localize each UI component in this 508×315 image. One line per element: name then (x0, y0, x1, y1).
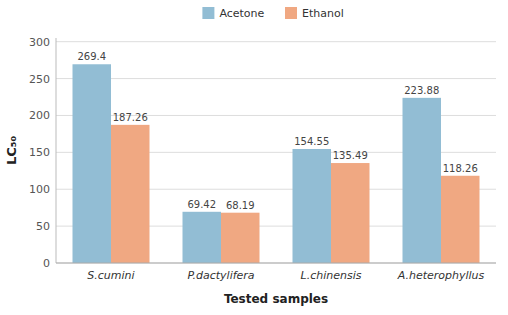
y-tick-label: 100 (29, 183, 50, 196)
data-label: 269.4 (77, 51, 106, 62)
x-axis-label: Tested samples (224, 292, 328, 306)
x-tick-label: P.dactylifera (187, 269, 254, 282)
bar (441, 176, 480, 263)
bar (183, 212, 222, 263)
legend-swatch (285, 7, 297, 19)
data-label: 154.55 (294, 136, 329, 147)
chart-svg: 0 50 100 150 200 250 300 269.4 69.42 154.55 223.88… (0, 0, 508, 315)
data-label: 135.49 (333, 150, 368, 161)
data-label: 223.88 (404, 85, 439, 96)
legend-label: Acetone (219, 7, 264, 20)
data-label: 187.26 (113, 112, 148, 123)
y-tick-label: 200 (29, 109, 50, 122)
legend-label: Ethanol (302, 7, 344, 20)
bar (293, 149, 332, 263)
y-tick-label: 150 (29, 146, 50, 159)
x-tick-label: L.chinensis (301, 269, 362, 282)
y-tick-label: 0 (43, 257, 50, 270)
data-label: 118.26 (443, 163, 478, 174)
grid-line (56, 41, 496, 42)
y-axis-line (56, 38, 57, 263)
y-tick-label: 300 (29, 36, 50, 49)
bars (73, 64, 480, 263)
y-tick-label: 50 (36, 220, 50, 233)
legend-swatch (202, 7, 214, 19)
y-axis-label: LC₅₀ (4, 136, 19, 166)
x-tick-label: A.heterophyllus (397, 269, 485, 282)
y-tick-label: 250 (29, 73, 50, 86)
bar (73, 64, 112, 263)
x-axis-line (56, 263, 496, 264)
bar (111, 125, 150, 263)
data-label: 68.19 (226, 200, 255, 211)
bar (403, 98, 442, 263)
chart-container: 0 50 100 150 200 250 300 269.4 69.42 154.55 223.88… (0, 0, 508, 315)
legend: Acetone Ethanol (202, 7, 343, 20)
bar (221, 213, 260, 263)
x-tick-label: S.cumini (87, 269, 134, 282)
grid-line (56, 263, 496, 264)
grid (56, 42, 496, 263)
data-labels: 269.4 69.42 154.55 223.88 187.26 68.19 135.49 1… (77, 51, 477, 210)
grid-line (56, 78, 496, 79)
data-label: 69.42 (187, 199, 216, 210)
bar (331, 163, 370, 263)
